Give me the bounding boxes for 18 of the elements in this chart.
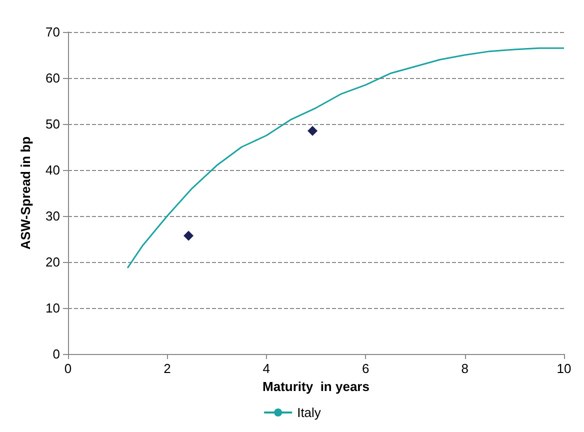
y-tick-label: 10 (46, 300, 60, 316)
x-axis-title: Maturity in years (262, 378, 370, 394)
line-series (126, 47, 565, 269)
x-tick-label: 4 (262, 361, 270, 376)
y-axis-title: ASW-Spread in bp (18, 136, 33, 250)
legend-label: Italy (297, 405, 322, 420)
y-tick-label: 60 (46, 70, 60, 86)
y-tick-label: 70 (46, 24, 60, 40)
x-tick-label: 10 (556, 361, 572, 376)
y-tick-label: 30 (46, 208, 60, 224)
x-tick-label: 6 (362, 361, 370, 376)
y-tick-label: 0 (52, 346, 60, 362)
x-tick-label: 8 (461, 361, 468, 376)
x-tick-label: 0 (64, 361, 72, 376)
y-tick-label: 20 (46, 254, 60, 270)
y-tick-label: 50 (46, 116, 60, 132)
x-tick-label: 2 (164, 361, 171, 376)
y-tick-label: 40 (46, 162, 60, 178)
